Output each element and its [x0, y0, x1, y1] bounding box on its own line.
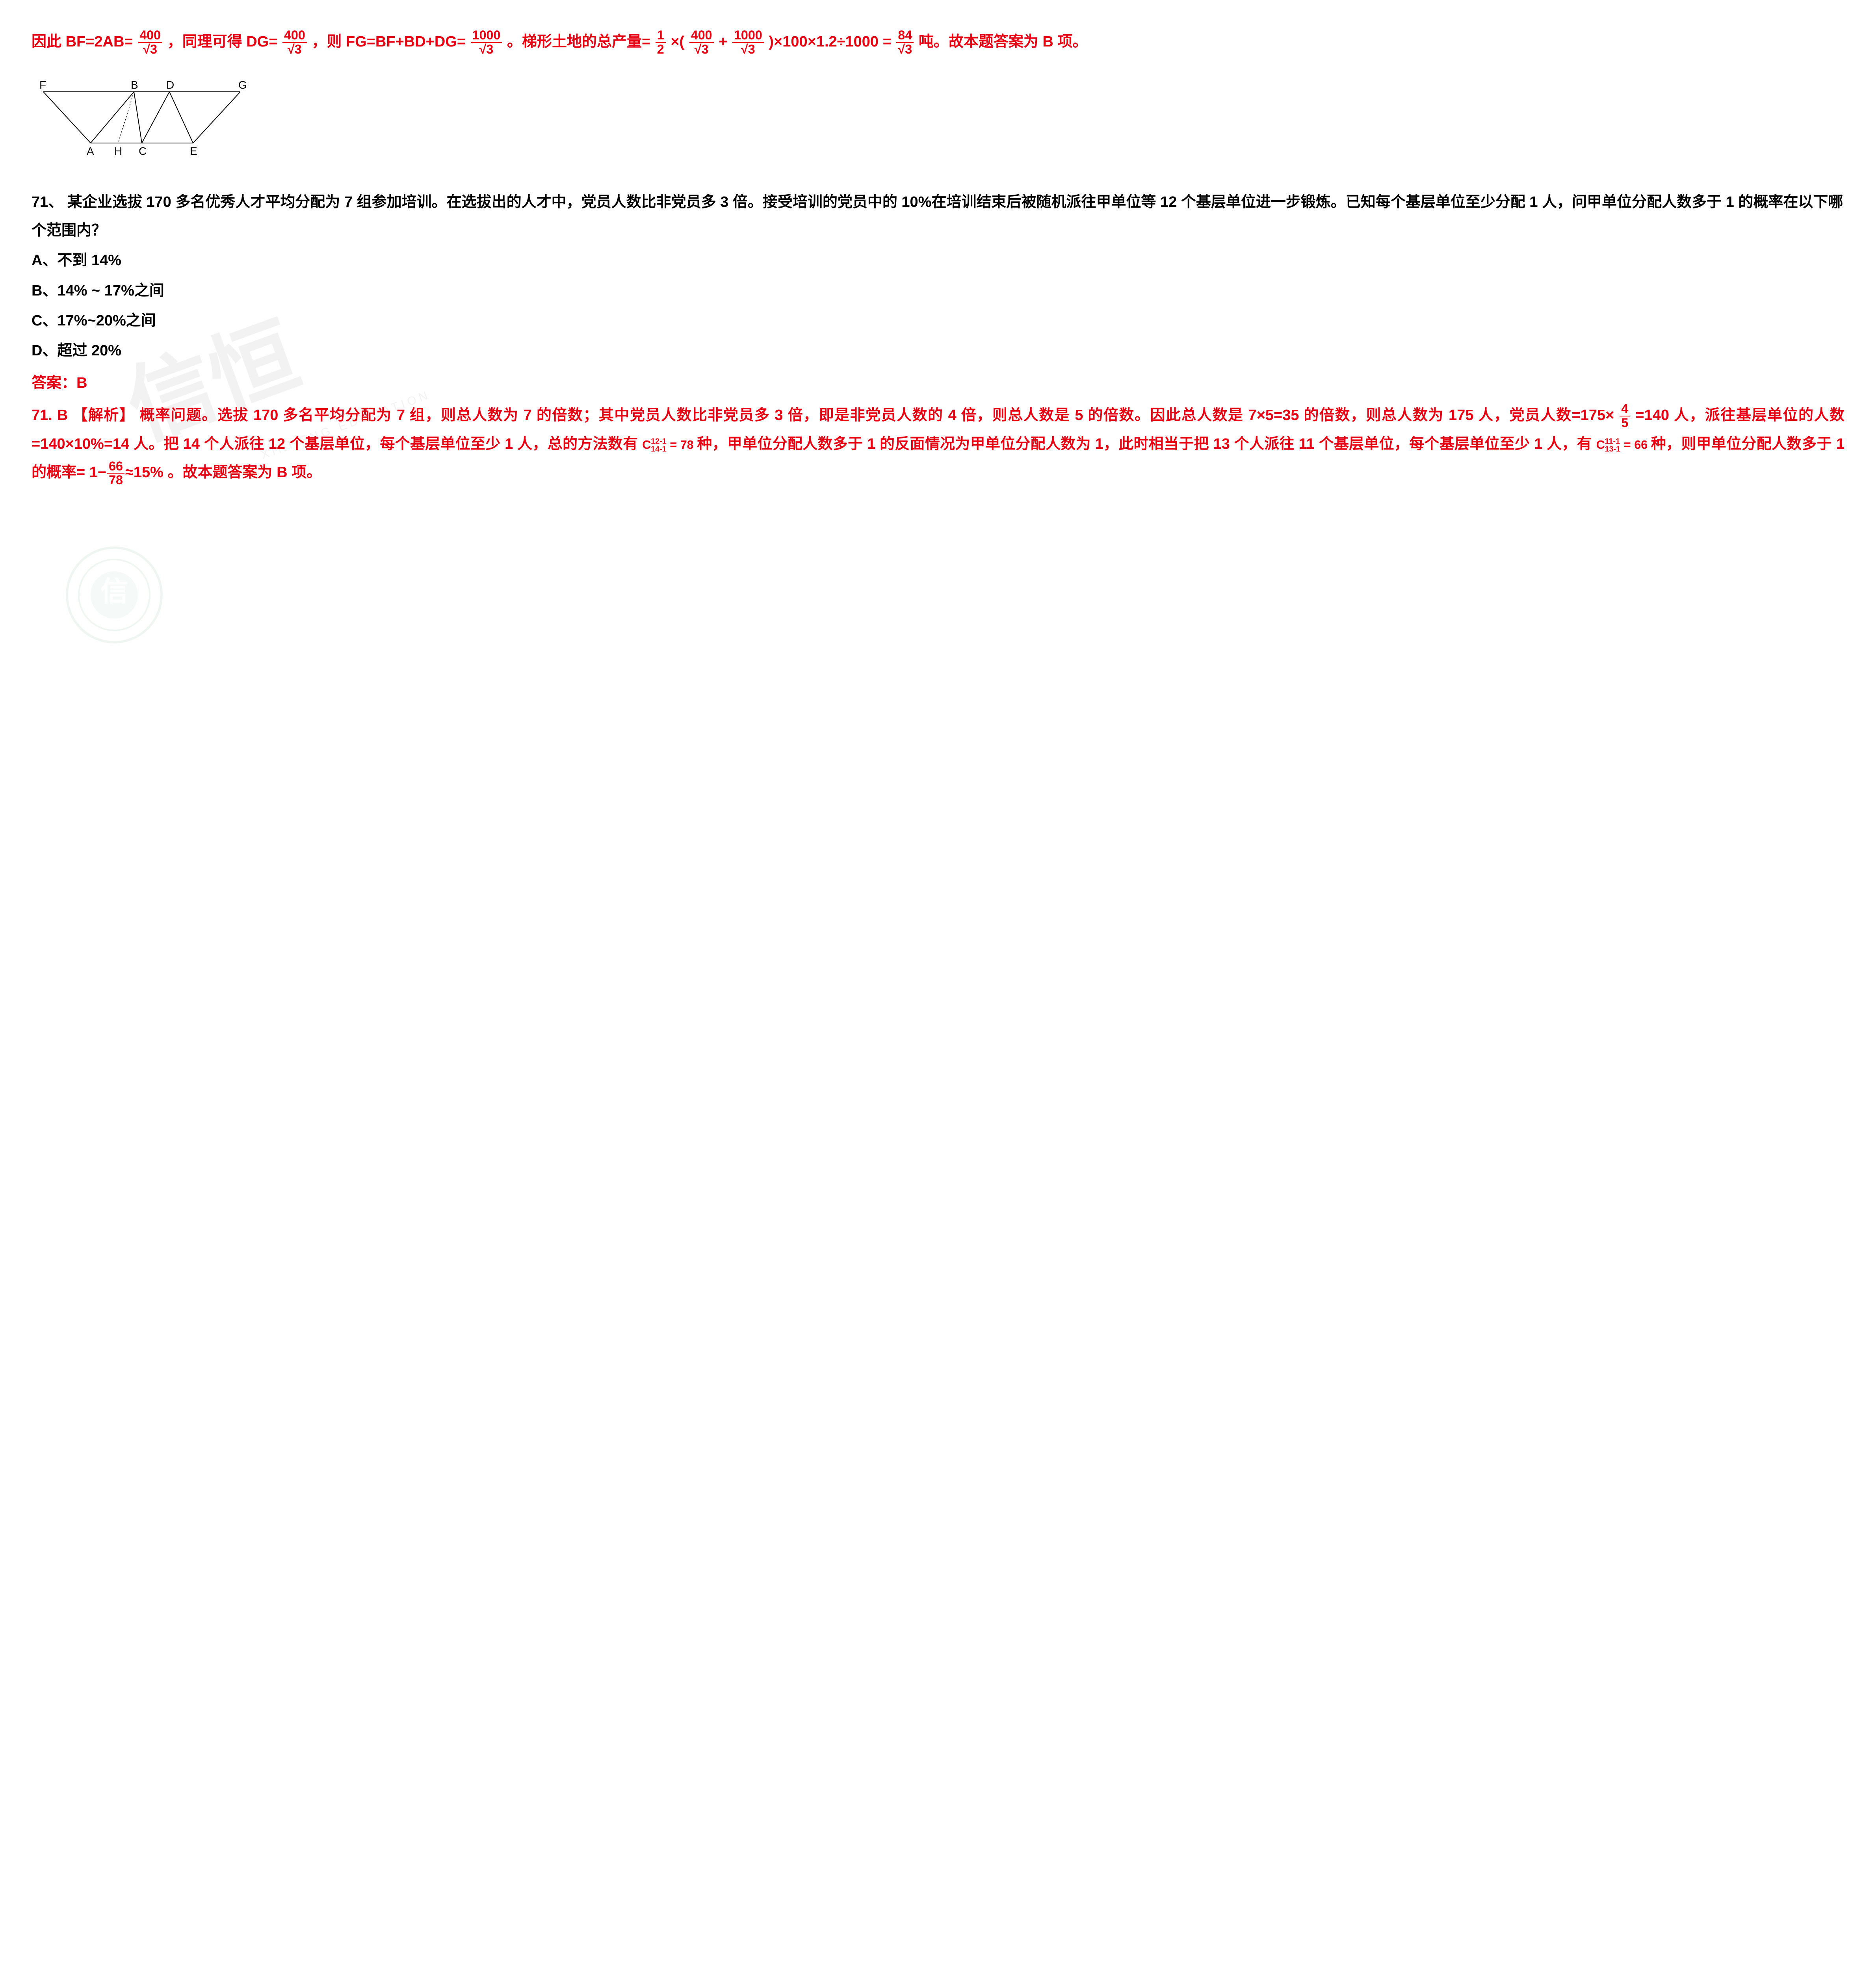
sol-t2: ，同理可得 DG=: [167, 33, 278, 50]
expl-comb2: C11-113-1 = 66: [1596, 438, 1651, 452]
ef1-den: 5: [1620, 416, 1630, 430]
geometry-diagram: F B D G A H C E: [35, 76, 1844, 164]
sol-t8: 吨。故本题答案为 B 项。: [919, 33, 1088, 50]
frac-5: 400 √3: [689, 29, 714, 56]
sol-t6: +: [719, 33, 727, 50]
frac1-den: √3: [138, 43, 162, 56]
expl-header: 71. B 【解析】: [32, 407, 135, 424]
frac1-num: 400: [138, 29, 162, 43]
svg-text:信: 信: [100, 576, 128, 607]
frac-3: 1000 √3: [471, 29, 502, 56]
frac7-den: √3: [896, 43, 914, 56]
question-number: 71、: [32, 194, 63, 210]
label-E: E: [190, 145, 197, 155]
frac-2: 400 √3: [282, 29, 307, 56]
label-D: D: [166, 79, 174, 91]
comb1-eq: = 78: [667, 438, 694, 452]
option-D: D、超过 20%: [32, 336, 1844, 365]
sol-t3: ，则 FG=BF+BD+DG=: [312, 33, 466, 50]
prob-suffix: ≈15%: [125, 464, 163, 481]
expl-comb1: C12-114-1 = 78: [642, 438, 697, 452]
frac3-num: 1000: [471, 29, 502, 43]
solution-70: 因此 BF=2AB= 400 √3 ，同理可得 DG= 400 √3 ，则 FG…: [32, 28, 1844, 56]
frac5-den: √3: [689, 43, 714, 56]
frac3-den: √3: [471, 43, 502, 56]
frac6-den: √3: [732, 43, 764, 56]
comb2-eq: = 66: [1620, 438, 1648, 452]
sol-t5: ×(: [671, 33, 684, 50]
answer-label: 答案：B: [32, 369, 1844, 397]
sol-t4: 。梯形土地的总产量=: [507, 33, 650, 50]
label-A: A: [87, 145, 94, 155]
label-G: G: [238, 79, 247, 91]
frac2-num: 400: [282, 29, 307, 43]
option-B: B、14% ~ 17%之间: [32, 277, 1844, 305]
expl-frac1: 4 5: [1620, 402, 1630, 430]
expl-t5: 。故本题答案为 B 项。: [168, 464, 322, 481]
ef2-num: 66: [107, 460, 124, 474]
ef2-den: 78: [107, 474, 124, 487]
sol-t1: 因此 BF=2AB=: [32, 33, 133, 50]
frac-7: 84 √3: [896, 29, 914, 56]
frac6-num: 1000: [732, 29, 764, 43]
label-C: C: [139, 145, 147, 155]
frac-6: 1000 √3: [732, 29, 764, 56]
ef1-num: 4: [1620, 402, 1630, 416]
sol-t7: )×100×1.2÷1000 =: [769, 33, 891, 50]
explanation-71: 71. B 【解析】 概率问题。选拔 170 多名平均分配为 7 组，则总人数为…: [32, 401, 1844, 487]
option-A: A、不到 14%: [32, 246, 1844, 275]
question-text: 某企业选拔 170 多名优秀人才平均分配为 7 组参加培训。在选拔出的人才中，党…: [32, 194, 1843, 239]
frac4-den: 2: [656, 43, 666, 56]
comb1-base: C: [642, 438, 651, 452]
label-F: F: [39, 79, 46, 91]
frac5-num: 400: [689, 29, 714, 43]
comb2-base: C: [1596, 438, 1605, 452]
expl-frac2: 6678: [107, 460, 124, 487]
prob-prefix: 1−: [89, 464, 106, 481]
expl-t1: 概率问题。选拔 170 多名平均分配为 7 组，则总人数为 7 的倍数；其中党员…: [139, 407, 1614, 424]
frac-1: 400 √3: [138, 29, 162, 56]
option-C: C、17%~20%之间: [32, 307, 1844, 335]
question-71: 71、 某企业选拔 170 多名优秀人才平均分配为 7 组参加培训。在选拔出的人…: [32, 188, 1844, 245]
frac4-num: 1: [656, 29, 666, 43]
comb2-sub: 13-1: [1605, 446, 1621, 453]
frac7-num: 84: [896, 29, 914, 43]
comb1-sub: 14-1: [651, 446, 667, 453]
expl-t3: 种，甲单位分配人数多于 1 的反面情况为甲单位分配人数为 1，此时相当于把 13…: [697, 436, 1592, 452]
expl-prob: 1−6678≈15%: [89, 464, 168, 481]
label-B: B: [131, 79, 138, 91]
frac2-den: √3: [282, 43, 307, 56]
watermark-seal: 信: [63, 544, 165, 646]
label-H: H: [114, 145, 122, 155]
frac-4: 1 2: [656, 29, 666, 56]
